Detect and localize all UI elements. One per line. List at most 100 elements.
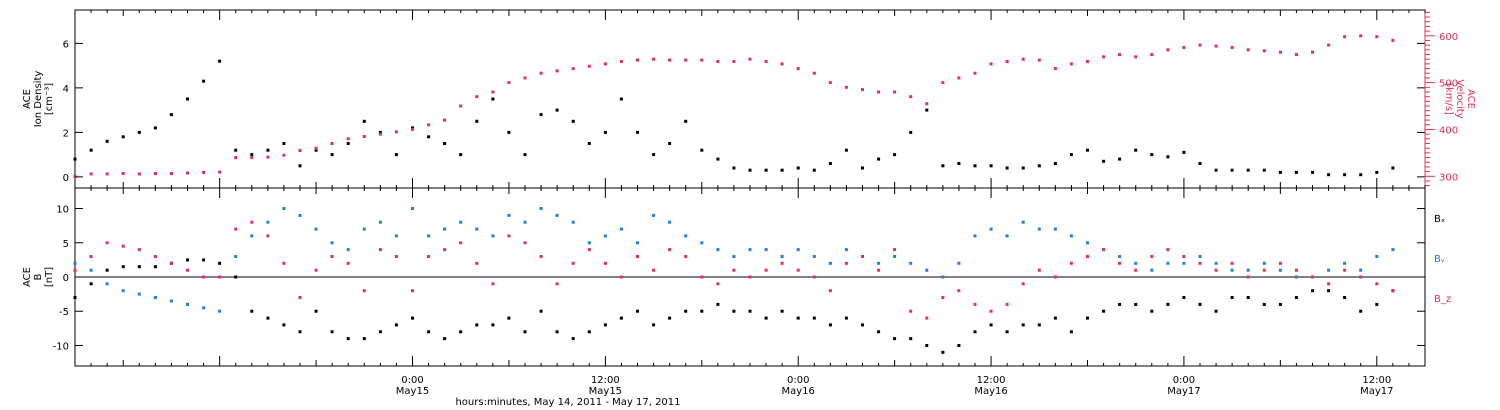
by-point — [603, 234, 607, 238]
by-point — [925, 268, 929, 272]
bx-point — [427, 330, 431, 334]
bz-point — [411, 289, 414, 293]
bx-point — [1359, 309, 1363, 313]
density-point — [1118, 157, 1122, 161]
density-point — [684, 119, 688, 123]
by-point — [298, 213, 302, 217]
by-point — [989, 227, 993, 231]
velocity-point — [1327, 43, 1331, 47]
bz-point — [234, 227, 238, 231]
by-point — [764, 248, 768, 252]
density-point — [636, 130, 639, 134]
density-point — [1069, 153, 1073, 157]
bx-point — [1053, 316, 1057, 320]
bz-point — [137, 248, 141, 252]
bz-point — [491, 282, 495, 286]
bz-point — [475, 261, 479, 265]
bx-point — [73, 296, 77, 299]
bz-point — [1246, 275, 1250, 279]
b-axis-ticks: -10 -5 0 5 10 — [53, 205, 1425, 352]
density-point — [828, 162, 832, 165]
velocity-point — [989, 62, 993, 66]
density-point — [877, 157, 881, 161]
date-tick-label: May17 — [1167, 386, 1200, 397]
by-series — [73, 207, 1395, 313]
by-point — [652, 213, 656, 217]
density-point — [73, 157, 77, 161]
velocity-point — [202, 171, 206, 174]
density-point — [507, 130, 511, 134]
density-point — [1294, 170, 1298, 174]
velocity-point — [1150, 53, 1154, 56]
b-axis-title: ACE B [nT] — [22, 267, 55, 287]
bx-point — [1086, 316, 1089, 320]
time-tick-label: 12:00 — [591, 375, 620, 386]
by-point — [121, 289, 125, 293]
bz-point — [941, 296, 945, 299]
by-point — [700, 241, 704, 245]
bz-point — [362, 289, 366, 293]
density-point — [1182, 150, 1186, 154]
velocity-point — [1134, 55, 1138, 59]
x-axis-label: hours:minutes, May 14, 2011 - May 17, 20… — [455, 397, 680, 408]
density-point — [202, 79, 206, 83]
by-point — [1053, 227, 1057, 231]
b-tick-label: 10 — [56, 205, 69, 216]
velocity-point — [1166, 48, 1170, 52]
by-point — [507, 213, 511, 217]
bz-point — [1069, 261, 1073, 265]
density-axis-ticks: 0 2 4 6 — [63, 39, 1425, 184]
bz-point — [684, 255, 688, 258]
density-point — [427, 135, 431, 139]
velocity-point — [1102, 55, 1106, 59]
velocity-point — [1375, 35, 1379, 39]
density-point — [266, 148, 270, 152]
by-point — [796, 248, 800, 252]
bz-point — [700, 275, 704, 279]
by-point — [1086, 241, 1089, 245]
by-point — [1246, 268, 1250, 272]
velocity-point — [443, 118, 447, 122]
bz-point — [603, 261, 607, 265]
velocity-point — [925, 102, 929, 106]
bz-point — [732, 268, 736, 272]
bz-point — [812, 275, 816, 279]
by-point — [427, 234, 431, 238]
velocity-point — [362, 135, 366, 138]
bz-point — [909, 309, 913, 313]
bx-point — [587, 330, 591, 334]
bx-point — [186, 258, 189, 262]
by-point — [587, 241, 591, 245]
bz-point — [169, 261, 173, 265]
density-point — [1021, 166, 1025, 170]
velocity-point — [1198, 43, 1202, 47]
density-point — [1005, 166, 1009, 170]
date-tick-label: May15 — [589, 386, 622, 397]
density-series — [73, 59, 1395, 177]
by-point — [73, 261, 77, 265]
density-point — [1278, 170, 1282, 174]
density-point — [186, 97, 189, 101]
time-tick-label: 12:00 — [977, 375, 1006, 386]
by-point — [941, 275, 945, 279]
velocity-point — [1294, 53, 1298, 56]
by-point — [812, 255, 816, 258]
density-point — [121, 135, 125, 139]
by-point — [844, 248, 848, 252]
density-point — [137, 130, 141, 134]
density-point — [250, 153, 254, 157]
bx-point — [619, 316, 623, 320]
by-point — [684, 234, 688, 238]
density-point — [1134, 148, 1138, 152]
bx-point — [1198, 302, 1202, 306]
velocity-point — [973, 71, 977, 75]
bz-point — [748, 275, 752, 279]
bx-series — [73, 258, 1395, 354]
by-point — [571, 220, 575, 224]
by-point — [362, 227, 366, 231]
velocity-point — [1343, 35, 1347, 39]
by-point — [636, 241, 639, 245]
velocity-point — [619, 60, 623, 63]
velocity-tick-label: 500 — [1439, 79, 1458, 90]
bz-point — [844, 261, 848, 265]
